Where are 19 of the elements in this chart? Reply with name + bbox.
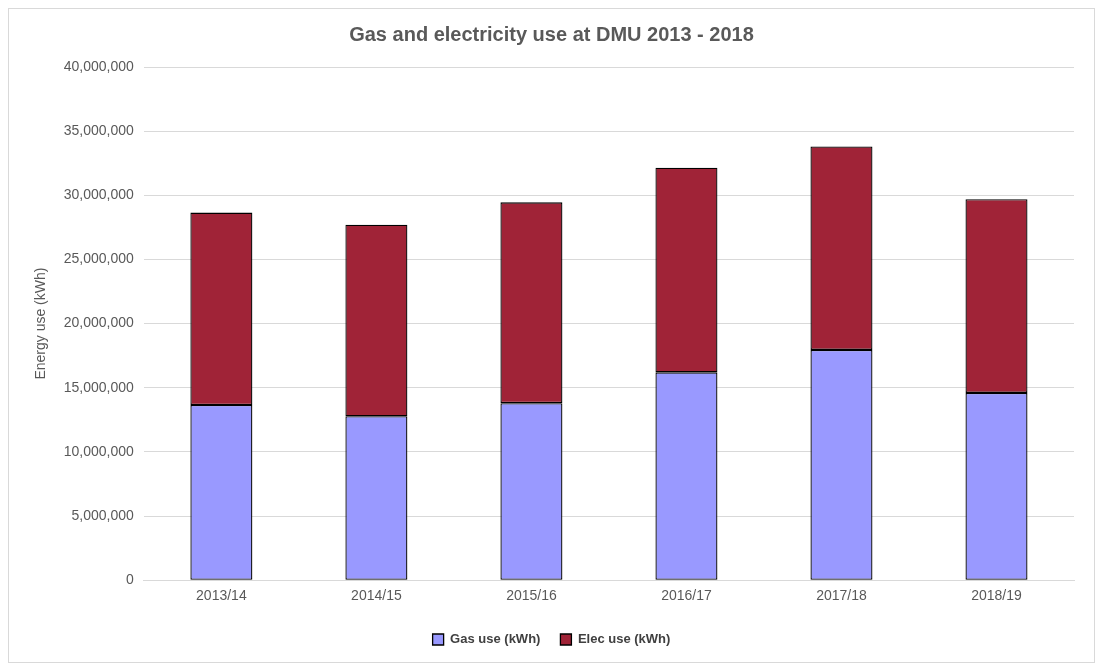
chart-title: Gas and electricity use at DMU 2013 - 2018 (349, 22, 754, 45)
y-tick-label: 15,000,000 (63, 378, 135, 395)
y-tick-label: 30,000,000 (63, 186, 135, 203)
y-tick-label: 20,000,000 (63, 314, 135, 331)
y-tick-label: 35,000,000 (63, 122, 135, 139)
legend-label: Gas use (kWh) (450, 631, 541, 647)
x-tick-label: 2015/16 (506, 587, 557, 604)
y-tick-label: 25,000,000 (63, 250, 135, 267)
y-tick-label: 10,000,000 (63, 442, 135, 459)
y-tick-label: 40,000,000 (63, 57, 135, 74)
x-tick-label: 2016/17 (661, 587, 712, 604)
y-tick-label: 0 (126, 571, 135, 588)
x-tick-label: 2017/18 (816, 587, 867, 604)
x-tick-label: 2013/14 (196, 587, 247, 604)
x-tick-label: 2014/15 (351, 587, 402, 604)
legend-label: Elec use (kWh) (577, 631, 671, 647)
x-tick-label: 2018/19 (971, 587, 1022, 604)
y-tick-label: 5,000,000 (71, 506, 135, 523)
y-axis-title: Energy use (kWh) (32, 267, 49, 380)
